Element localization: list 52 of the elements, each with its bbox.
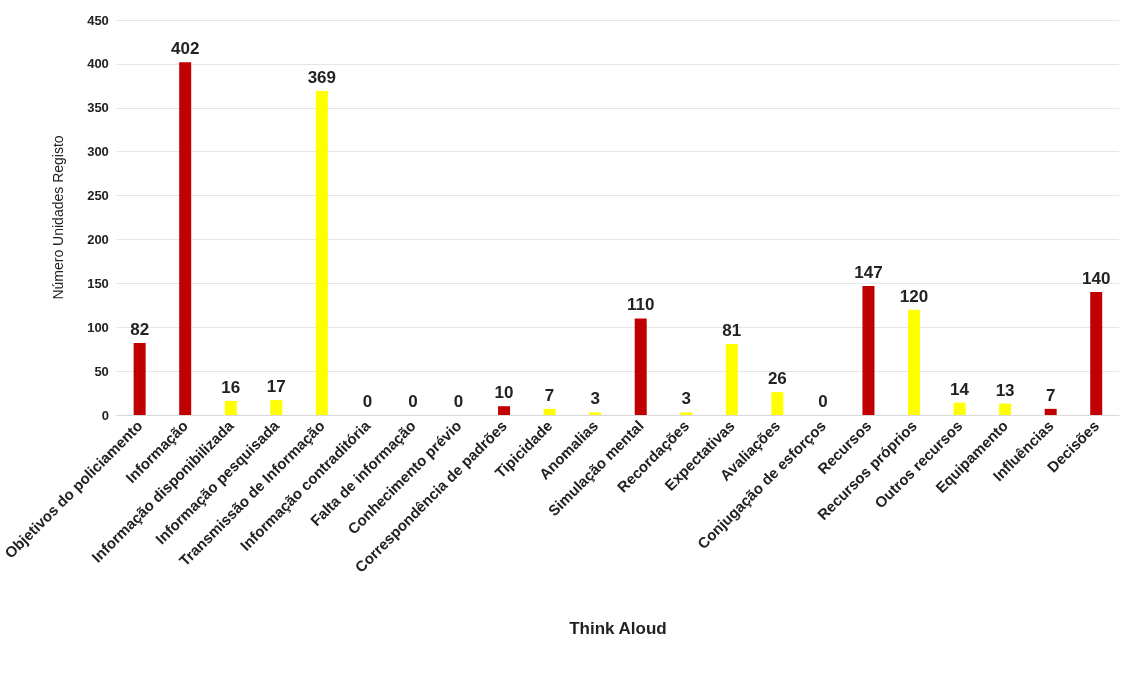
data-label: 120 xyxy=(899,286,929,306)
bar xyxy=(543,408,556,415)
bar xyxy=(179,62,192,415)
data-label: 7 xyxy=(544,385,555,405)
data-label: 110 xyxy=(626,295,655,315)
data-label: 402 xyxy=(171,39,200,59)
data-label: 16 xyxy=(221,377,241,397)
bar xyxy=(315,91,328,415)
y-tick-label: 50 xyxy=(94,363,109,379)
data-label: 3 xyxy=(681,389,691,409)
y-tick-label: 300 xyxy=(87,144,109,160)
bar xyxy=(498,406,511,415)
data-label: 81 xyxy=(722,320,742,340)
data-label: 14 xyxy=(950,379,970,399)
y-tick-label: 100 xyxy=(87,319,109,335)
data-label: 17 xyxy=(266,377,286,397)
bar xyxy=(771,392,784,415)
y-tick-label: 0 xyxy=(101,407,109,423)
data-label: 3 xyxy=(590,389,600,409)
data-label: 0 xyxy=(818,392,828,411)
x-axis-title: Think Aloud xyxy=(569,619,667,638)
bar xyxy=(725,343,738,415)
bar xyxy=(133,343,146,415)
data-label: 0 xyxy=(453,392,464,411)
bar xyxy=(1090,292,1103,415)
y-axis-title: Número Unidades Registo xyxy=(49,135,66,300)
y-tick-label: 400 xyxy=(87,56,109,72)
bar xyxy=(908,309,921,415)
data-label: 147 xyxy=(854,262,883,282)
bar xyxy=(999,403,1012,415)
data-label: 13 xyxy=(995,380,1015,400)
y-tick-label: 150 xyxy=(87,275,109,291)
bar xyxy=(953,402,966,415)
data-label: 26 xyxy=(767,369,787,389)
data-label: 0 xyxy=(362,392,373,411)
data-label: 140 xyxy=(1082,269,1111,289)
y-tick-label: 450 xyxy=(87,12,109,28)
bar xyxy=(224,400,237,415)
data-label: 10 xyxy=(494,383,514,403)
bar xyxy=(1044,408,1057,415)
data-label: 0 xyxy=(408,392,418,411)
data-label: 369 xyxy=(307,68,337,88)
y-tick-label: 250 xyxy=(87,188,109,204)
bar xyxy=(680,412,693,415)
bar xyxy=(270,400,283,415)
y-tick-label: 200 xyxy=(87,231,109,247)
y-tick-label: 350 xyxy=(87,100,109,116)
data-label: 82 xyxy=(130,320,150,340)
bar xyxy=(589,412,602,415)
data-label: 7 xyxy=(1045,385,1056,405)
bar xyxy=(634,318,647,415)
bar xyxy=(862,285,875,415)
